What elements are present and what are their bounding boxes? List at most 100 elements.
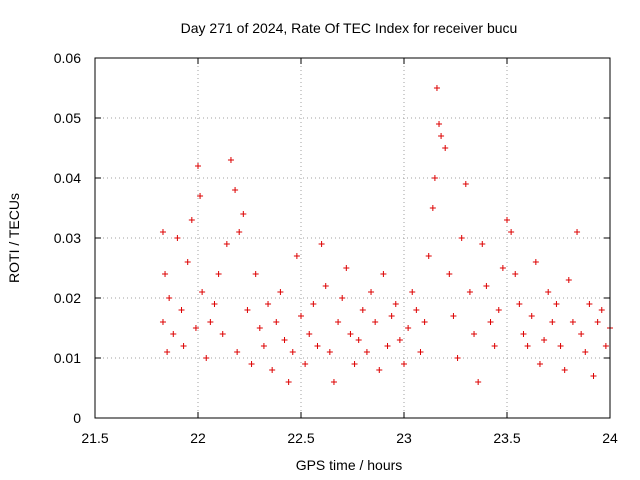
data-point — [541, 337, 548, 343]
data-point — [578, 331, 585, 337]
chart-title: Day 271 of 2024, Rate Of TEC Index for r… — [181, 20, 518, 36]
data-point — [170, 331, 177, 337]
data-point — [450, 313, 457, 319]
data-point — [219, 331, 226, 337]
data-point — [197, 193, 204, 199]
data-point — [504, 217, 510, 223]
data-point — [499, 265, 506, 271]
data-point — [528, 313, 535, 319]
data-point — [479, 241, 486, 247]
data-point — [240, 211, 247, 217]
data-point — [532, 259, 539, 265]
data-point — [483, 283, 490, 289]
data-point — [302, 361, 309, 367]
data-point — [462, 181, 469, 187]
data-point — [355, 337, 362, 343]
data-point — [495, 307, 502, 313]
data-point — [401, 361, 407, 367]
data-point — [211, 301, 218, 307]
data-point — [368, 289, 375, 295]
data-point — [192, 325, 199, 331]
data-point — [162, 271, 169, 277]
data-point — [545, 289, 552, 295]
data-point — [487, 319, 494, 325]
data-point — [565, 277, 572, 283]
data-point — [359, 307, 366, 313]
data-point — [582, 349, 589, 355]
data-point — [561, 367, 568, 373]
x-tick-label: 22 — [190, 430, 206, 446]
data-point — [248, 361, 255, 367]
data-point — [159, 319, 166, 325]
data-point — [553, 301, 560, 307]
data-point — [215, 271, 222, 277]
data-point — [232, 187, 239, 193]
axis-ticks: 21.5 22 22.5 23 23.5 24 0 0.01 0.02 0.03 0.04 0.05 0… — [54, 50, 618, 446]
data-point — [174, 235, 181, 241]
data-point — [343, 265, 350, 271]
data-point — [574, 229, 581, 235]
y-axis-label: ROTI / TECUs — [6, 193, 22, 283]
x-tick-label: 24 — [602, 430, 618, 446]
data-point — [306, 331, 313, 337]
data-point — [442, 145, 449, 151]
data-point — [458, 235, 465, 241]
data-point — [236, 229, 243, 235]
data-point — [178, 307, 185, 313]
data-point — [594, 319, 601, 325]
data-point — [184, 259, 191, 265]
data-point — [508, 229, 515, 235]
y-tick-label: 0.02 — [54, 290, 81, 306]
data-point — [277, 289, 284, 295]
data-point — [347, 331, 354, 337]
data-point — [536, 361, 543, 367]
data-point — [446, 271, 453, 277]
x-tick-label: 22.5 — [287, 430, 314, 446]
y-tick-label: 0.03 — [54, 230, 81, 246]
data-point — [433, 85, 440, 91]
data-point — [351, 361, 358, 367]
data-point — [244, 307, 251, 313]
data-point — [363, 349, 370, 355]
data-point — [417, 349, 424, 355]
y-tick-label: 0.04 — [54, 170, 81, 186]
data-point — [195, 163, 201, 169]
plot-frame — [94, 57, 611, 419]
data-point — [524, 343, 531, 349]
data-point — [252, 271, 259, 277]
data-point — [330, 379, 337, 385]
data-point — [491, 343, 498, 349]
data-point — [223, 241, 230, 247]
data-point — [372, 319, 379, 325]
data-point — [180, 343, 187, 349]
data-point — [438, 133, 445, 139]
data-point — [285, 379, 292, 385]
data-point — [234, 349, 241, 355]
y-tick-label: 0 — [73, 410, 81, 426]
data-point — [335, 319, 342, 325]
data-point — [598, 307, 605, 313]
data-point — [376, 367, 383, 373]
data-point — [436, 121, 443, 127]
data-point — [569, 319, 576, 325]
data-point — [159, 229, 166, 235]
x-tick-label: 21.5 — [81, 430, 108, 446]
y-tick-label: 0.06 — [54, 50, 81, 66]
data-point — [260, 343, 267, 349]
data-point — [590, 373, 597, 379]
data-point — [199, 289, 206, 295]
data-point — [384, 343, 391, 349]
data-point — [429, 205, 436, 211]
data-point — [512, 271, 519, 277]
data-point — [413, 307, 420, 313]
data-point — [586, 301, 593, 307]
data-point — [227, 157, 234, 163]
data-point — [471, 331, 478, 337]
data-points — [159, 85, 613, 385]
data-point — [322, 283, 329, 289]
data-point — [454, 355, 461, 361]
data-point — [431, 175, 438, 181]
data-point — [326, 349, 333, 355]
